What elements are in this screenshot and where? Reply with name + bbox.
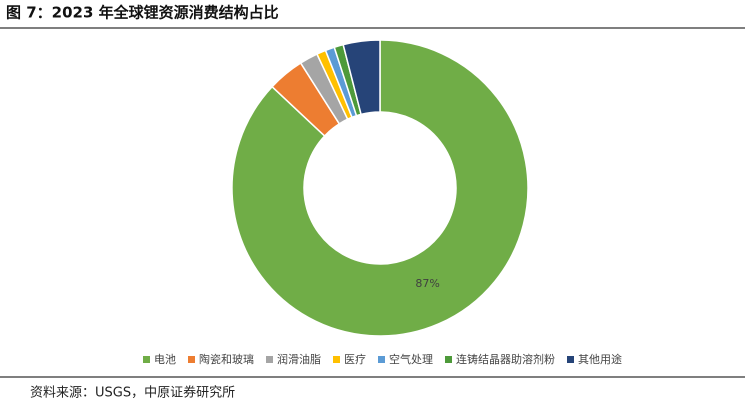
legend-label: 连铸结晶器助溶剂粉 <box>456 352 555 366</box>
legend-swatch <box>333 356 340 363</box>
legend-swatch <box>188 356 195 363</box>
legend-swatch <box>445 356 452 363</box>
legend-label: 电池 <box>154 353 176 366</box>
legend-label: 润滑油脂 <box>277 352 321 366</box>
legend-swatch <box>378 356 385 363</box>
legend-label: 其他用途 <box>578 352 622 366</box>
legend-label: 医疗 <box>344 352 366 366</box>
donut-slice <box>231 39 529 337</box>
legend-swatch <box>143 356 150 363</box>
data-label: 87% <box>415 277 439 290</box>
source-note: 资料来源：USGS，中原证券研究所 <box>30 385 235 401</box>
legend-swatch <box>567 356 574 363</box>
legend-swatch <box>266 356 273 363</box>
chart-title: 图 7：2023 年全球锂资源消费结构占比 <box>6 4 279 22</box>
legend-label: 空气处理 <box>389 352 433 366</box>
donut-slice <box>342 39 381 116</box>
legend-label: 陶瓷和玻璃 <box>199 352 254 366</box>
